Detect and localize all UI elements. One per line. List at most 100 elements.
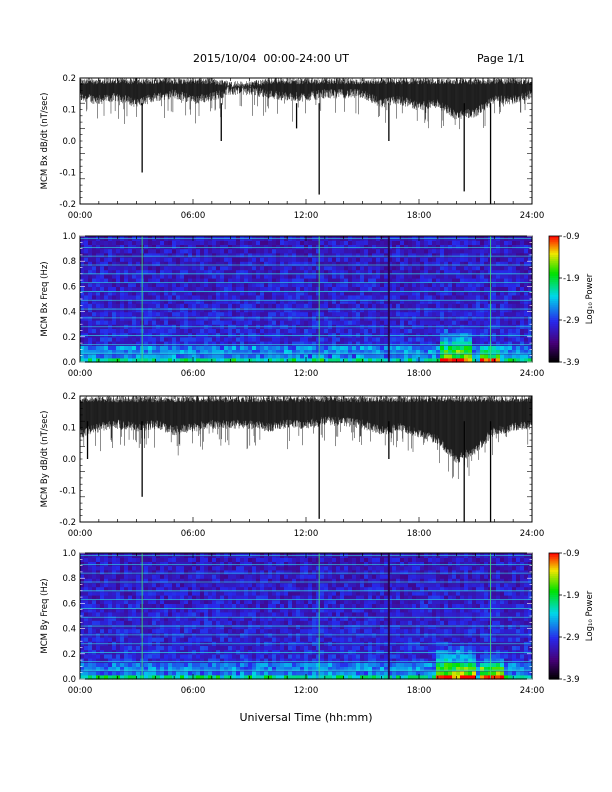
heatmap-cell [412,273,417,279]
heatmap-cell [148,595,153,600]
heatmap-cell [172,240,177,245]
heatmap-cell [172,261,177,266]
heatmap-cell [220,557,225,562]
heatmap-cell [84,569,89,575]
heatmap-cell [328,341,333,346]
colorbar-segment [549,336,559,340]
heatmap-cell [88,607,93,613]
heatmap-cell [180,620,185,625]
heatmap-cell [124,278,129,283]
heatmap-cell [216,336,221,342]
heatmap-cell [424,278,429,283]
heatmap-cell [164,578,169,583]
heatmap-cell [356,341,361,346]
heatmap-cell [236,244,241,250]
heatmap-cell [240,349,245,355]
heatmap-cell [188,353,193,359]
heatmap-cell [232,628,237,634]
heatmap-cell [268,341,273,346]
heatmap-cell [100,311,105,317]
heatmap-cell [216,353,221,359]
heatmap-cell [124,603,129,609]
colorbar-segment [549,343,559,346]
heatmap-cell [112,349,117,355]
heatmap-cell [480,341,485,346]
heatmap-cell [464,290,469,296]
heatmap-cell [320,345,325,350]
heatmap-cell [328,240,333,245]
heatmap-cell [148,582,153,588]
heatmap-cell [104,357,109,363]
heatmap-cell [496,290,501,296]
heatmap-cell [236,269,241,275]
heatmap-cell [280,261,285,266]
heatmap-cell [112,674,117,680]
heatmap-cell [188,349,193,355]
heatmap-cell [444,303,449,308]
heatmap-cell [356,252,361,258]
heatmap-cell [292,265,297,271]
heatmap-cell [216,290,221,296]
heatmap-cell [204,578,209,583]
heatmap-cell [364,332,369,338]
heatmap-cell [92,341,97,346]
heatmap-cell [288,328,293,334]
y-tick-label: 0.0 [62,137,76,147]
heatmap-cell [124,307,129,313]
heatmap-cell [476,261,481,266]
heatmap-cell [288,269,293,275]
heatmap-cell [192,349,197,355]
heatmap-cell [124,565,129,571]
heatmap-cell [380,349,385,355]
heatmap-cell [448,278,453,283]
heatmap-cell [116,662,121,667]
heatmap-cell [484,290,489,296]
heatmap-cell [96,662,101,667]
heatmap-cell [224,252,229,258]
heatmap-cell [360,273,365,279]
heatmap-cell [408,349,413,355]
heatmap-cell [212,666,217,672]
heatmap-cell [204,269,209,275]
heatmap-cell [496,328,501,334]
heatmap-cell [404,248,409,254]
colorbar-segment [549,288,559,292]
heatmap-cell [468,257,473,262]
heatmap-cell [276,336,281,342]
heatmap-cell [152,320,157,325]
heatmap-cell [288,252,293,258]
heatmap-cell [256,257,261,262]
heatmap-cell [264,311,269,317]
heatmap-cell [188,357,193,363]
heatmap-cell [276,328,281,334]
heatmap-cell [420,332,425,338]
heatmap-cell [516,294,521,300]
heatmap-cell [216,670,221,676]
heatmap-cell [212,674,217,680]
heatmap-cell [416,320,421,325]
heatmap-cell [216,586,221,592]
heatmap-cell [480,345,485,350]
heatmap-cell [132,252,137,258]
heatmap-cell [528,286,533,292]
heatmap-cell [116,557,121,562]
heatmap-cell [180,586,185,592]
heatmap-cell [116,341,121,346]
heatmap-cell [164,561,169,567]
colorbar-segment [549,330,559,334]
heatmap-cell [336,345,341,350]
heatmap-cell [380,357,385,363]
heatmap-cell [192,286,197,292]
heatmap-cell [492,345,497,350]
heatmap-cell [248,311,253,317]
heatmap-cell [228,252,233,258]
heatmap-cell [508,273,513,279]
heatmap-cell [188,294,193,300]
heatmap-cell [136,244,141,250]
heatmap-cell [528,269,533,275]
heatmap-cell [116,307,121,313]
heatmap-cell [292,261,297,266]
heatmap-cell [324,240,329,245]
heatmap-cell [268,278,273,283]
